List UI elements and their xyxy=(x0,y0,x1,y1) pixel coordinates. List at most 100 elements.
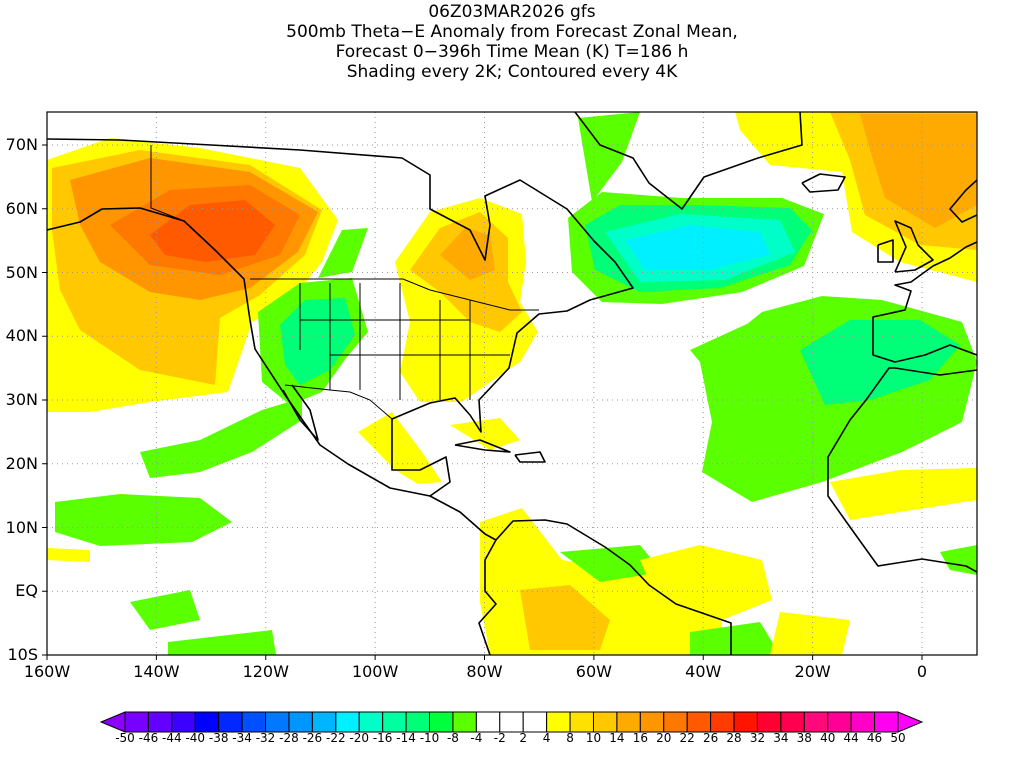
colorbar-label: -32 xyxy=(255,731,276,745)
colorbar-label: -34 xyxy=(232,731,252,745)
shade-yellow-africa xyxy=(830,468,977,520)
us-mexico-border xyxy=(284,384,393,420)
coastline-na-west xyxy=(47,207,431,497)
coastline-greenland xyxy=(574,112,803,210)
colorbar-box xyxy=(592,711,618,733)
colorbar-box xyxy=(124,711,149,733)
shade-lime-south-pacific-1 xyxy=(130,590,200,630)
colorbar-label: -20 xyxy=(349,731,370,745)
colorbar-label: 44 xyxy=(843,731,859,745)
colorbar-box xyxy=(218,711,243,733)
colorbar-box xyxy=(171,711,196,733)
colorbar-box xyxy=(522,711,548,733)
colorbar-label: 28 xyxy=(726,731,742,745)
lat-label: 60N xyxy=(5,198,38,218)
colorbar-box xyxy=(288,711,313,733)
shade-lime-tropical-pacific-1 xyxy=(140,398,302,478)
colorbar-box xyxy=(475,711,501,733)
shade-lime-greenland xyxy=(578,112,640,202)
shade-green-e-atlantic xyxy=(800,320,960,405)
coastline-north-america xyxy=(47,138,634,541)
colorbar-label: 22 xyxy=(679,731,695,745)
colorbar-label: -10 xyxy=(419,731,440,745)
shade-red-orange-core xyxy=(150,200,275,262)
colorbar-box xyxy=(429,711,454,733)
colorbar-box xyxy=(780,711,805,733)
colorbar-box xyxy=(499,711,524,733)
colorbar-box xyxy=(358,711,384,733)
colorbar-label: 10 xyxy=(585,731,602,745)
coastline-uk xyxy=(894,220,934,273)
shade-cyan-n-atlantic xyxy=(625,225,770,270)
colorbar-label: 40 xyxy=(820,731,836,745)
coastline-europe xyxy=(872,241,977,363)
title-line-4: Shading every 2K; Contoured every 4K xyxy=(346,62,678,82)
colorbar-box xyxy=(756,711,782,733)
colorbar-label: 20 xyxy=(656,731,672,745)
lon-label: 160W xyxy=(23,662,71,681)
axis-ticks xyxy=(42,144,923,660)
coastline-ireland xyxy=(877,239,894,263)
colorbar-label: -22 xyxy=(326,731,346,745)
lat-label: 40N xyxy=(5,326,38,346)
colorbar-label: 46 xyxy=(866,731,883,745)
colorbar-label: 16 xyxy=(632,731,648,745)
shade-lime-south-pacific-2 xyxy=(168,630,276,655)
colorbar-over-arrow xyxy=(897,711,924,733)
colorbar-label: -28 xyxy=(279,731,299,745)
coastline-south-america xyxy=(495,519,732,655)
coastline-cuba xyxy=(454,439,511,453)
colorbar-label: 8 xyxy=(566,731,574,745)
coastline-scandinavia xyxy=(949,179,977,223)
lon-label: 80W xyxy=(466,662,503,681)
colorbar-label: 34 xyxy=(773,731,789,745)
shade-yellow-caribbean-2 xyxy=(450,418,520,450)
lon-label: 20W xyxy=(794,662,831,681)
lon-label: 0 xyxy=(916,662,928,681)
shade-orange-europe xyxy=(860,114,977,228)
colorbar-box xyxy=(265,711,290,733)
lon-label: 100W xyxy=(351,662,399,681)
colorbar-box xyxy=(311,711,337,733)
title-line-2: 500mb Theta−E Anomaly from Forecast Zona… xyxy=(286,22,738,42)
coastline-africa xyxy=(827,367,977,573)
shade-lime-canada xyxy=(318,228,368,278)
lat-label: 70N xyxy=(5,135,38,154)
colorbar-box xyxy=(827,711,852,733)
colorbar-box xyxy=(194,711,220,733)
colorbar-label: -40 xyxy=(185,731,206,745)
lat-label: 10S xyxy=(7,645,38,664)
lat-label: EQ xyxy=(15,581,38,601)
coastline-baja xyxy=(282,384,319,441)
colorbar-label: -38 xyxy=(208,731,229,745)
shade-gold-south-america xyxy=(520,585,610,650)
shade-yellow-s-atlantic xyxy=(770,612,850,655)
title-line-1: 06Z03MAR2026 gfs xyxy=(428,2,596,22)
colorbar-box xyxy=(382,711,407,733)
coastline-sa-west xyxy=(478,539,497,655)
colorbar-label: 32 xyxy=(749,731,766,745)
colorbar-box xyxy=(850,711,876,733)
shade-yellow-caribbean xyxy=(358,412,442,484)
colorbar-box xyxy=(686,711,712,733)
colorbar-box xyxy=(405,711,431,733)
lon-label: 140W xyxy=(133,662,180,681)
coastlines xyxy=(47,112,977,655)
colorbar-box xyxy=(452,711,477,733)
colorbar-box xyxy=(147,711,173,733)
colorbar-label: 14 xyxy=(609,731,625,745)
colorbar-box xyxy=(874,711,899,733)
coastline-iceland xyxy=(801,173,846,193)
colorbar-box xyxy=(546,711,571,733)
colorbar-under-arrow xyxy=(99,711,126,733)
lat-label: 50N xyxy=(5,262,38,282)
colorbar-box xyxy=(663,711,688,733)
colorbar-label: 2 xyxy=(519,731,528,745)
us-canada-border xyxy=(250,278,539,311)
shade-lime-tropical-pacific-2 xyxy=(55,494,232,546)
lat-label: 10N xyxy=(5,517,38,537)
colorbar-label: -16 xyxy=(372,731,393,745)
colorbar-label: -50 xyxy=(115,731,135,745)
alaska-border xyxy=(150,145,185,222)
colorbar-label: -44 xyxy=(162,731,182,745)
